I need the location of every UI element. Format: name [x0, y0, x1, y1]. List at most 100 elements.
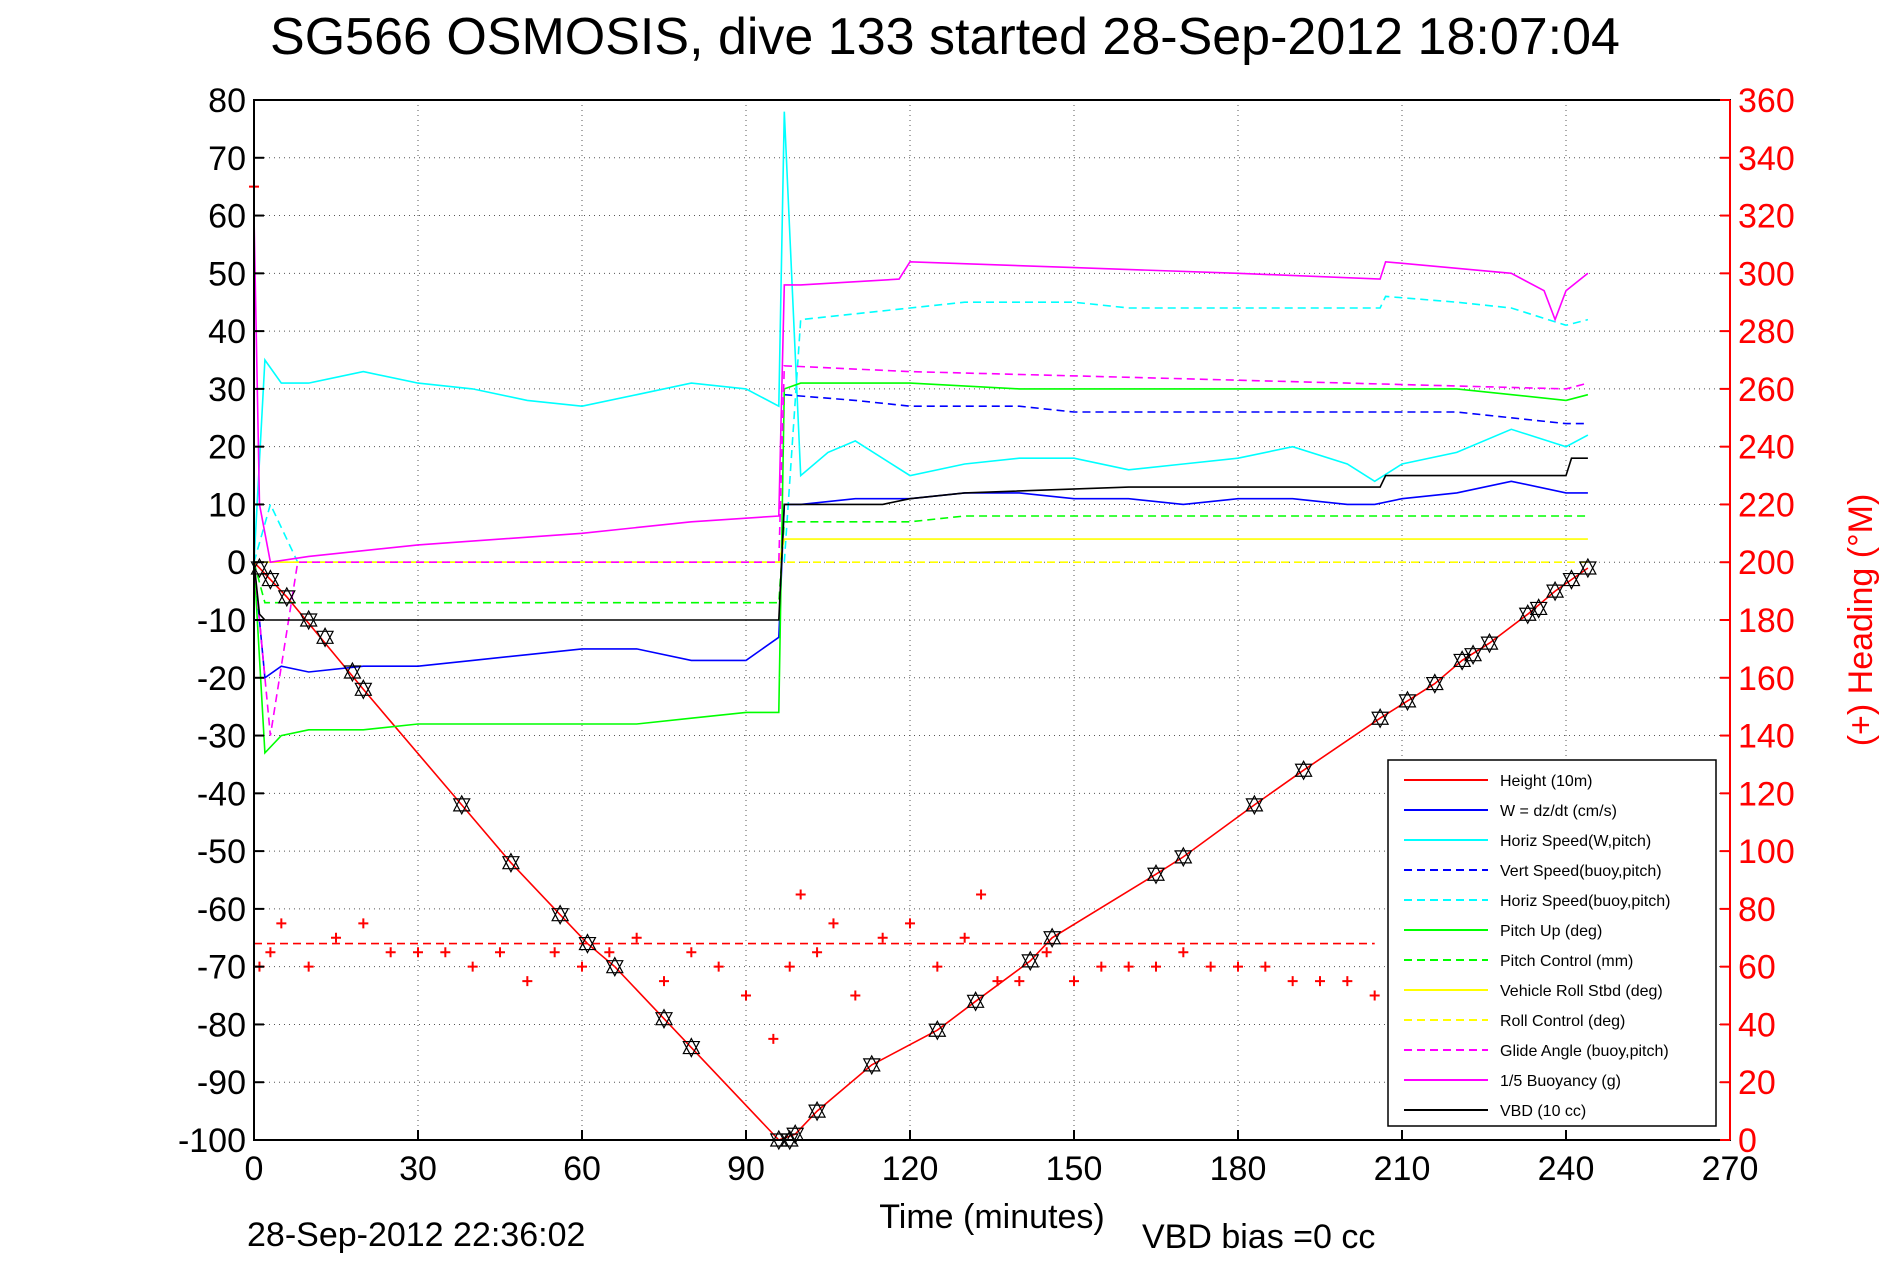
dive-marker	[1464, 644, 1483, 665]
y2-tick-label: 300	[1738, 255, 1795, 293]
y-tick-label: -100	[178, 1122, 246, 1160]
heading-point	[495, 947, 505, 958]
heading-point	[631, 932, 642, 943]
heading-point	[413, 947, 423, 958]
heading-point	[1014, 976, 1025, 987]
legend-entry: Vert Speed(buoy,pitch)	[1500, 863, 1662, 880]
y2-tick-label: 340	[1738, 140, 1795, 178]
dive-marker	[1174, 846, 1193, 868]
heading-point	[522, 976, 533, 987]
y2-tick-label: 320	[1738, 198, 1795, 236]
y-tick-label: 0	[227, 544, 246, 582]
y-tick-label: -70	[197, 949, 246, 987]
dive-marker	[551, 904, 570, 925]
heading-point	[265, 947, 276, 958]
legend-entry: Glide Angle (buoy,pitch)	[1500, 1043, 1669, 1060]
series-vbd-10-cc	[253, 457, 1588, 621]
legend-entry: VBD (10 cc)	[1500, 1103, 1586, 1120]
dive-marker	[769, 1129, 788, 1151]
heading-point	[604, 947, 615, 958]
heading-point	[440, 947, 451, 958]
legend-entry: W = dz/dt (cm/s)	[1500, 803, 1617, 820]
dive-marker	[261, 569, 280, 590]
dive-marker	[655, 1008, 673, 1029]
dive-marker	[1021, 950, 1040, 972]
dive-marker	[299, 609, 318, 631]
heading-point	[1205, 961, 1216, 972]
y2-tick-label: 100	[1738, 833, 1795, 871]
y-tick-label: 60	[208, 198, 246, 236]
heading-point	[1315, 976, 1325, 987]
dive-marker	[277, 586, 296, 608]
y-tick-label: -80	[197, 1006, 246, 1044]
heading-point	[577, 961, 587, 972]
y-tick-label: -60	[197, 891, 246, 929]
heading-point	[1041, 947, 1052, 958]
heading-point	[713, 961, 724, 972]
heading-point	[741, 990, 751, 1001]
y-tick-label: -20	[197, 660, 246, 698]
heading-point	[1260, 961, 1271, 972]
heading-point	[659, 976, 669, 987]
dive-marker	[1245, 794, 1264, 816]
y-tick-label: -40	[197, 775, 246, 813]
heading-point	[828, 918, 839, 929]
y-tick-label: 20	[208, 429, 246, 467]
series-horiz-speed-w-pitch	[253, 111, 1589, 563]
dive-marker	[1398, 690, 1417, 712]
x-tick-label: 30	[399, 1150, 437, 1188]
y2-tick-label: 180	[1738, 602, 1795, 640]
heading-point	[795, 889, 806, 900]
heading-point	[467, 961, 478, 972]
y-tick-label: 30	[208, 371, 246, 409]
y-tick-label: 70	[208, 140, 246, 178]
x-tick-label: 120	[882, 1150, 939, 1188]
dive-marker	[1371, 707, 1390, 729]
x-tick-label: 180	[1210, 1150, 1267, 1188]
heading-point	[1178, 947, 1189, 958]
legend: Height (10m) W = dz/dt (cm/s) Horiz Speed(…	[1387, 759, 1717, 1127]
y2-tick-label: 120	[1738, 775, 1795, 813]
heading-point	[303, 961, 314, 972]
y2-tick-label: 40	[1738, 1006, 1776, 1044]
heading-point	[850, 990, 861, 1001]
dive-marker	[1529, 598, 1548, 619]
y2-tick-label: 220	[1738, 486, 1795, 524]
series-horiz-speed-buoy-pitch	[253, 295, 1589, 564]
x-tick-label: 0	[245, 1150, 264, 1188]
heading-point	[1151, 961, 1161, 972]
legend-entry: Pitch Control (mm)	[1500, 953, 1633, 970]
heading-point	[959, 932, 970, 943]
heading-point	[686, 947, 697, 958]
heading-point	[331, 932, 341, 943]
x-axis: 0 30 60 90 120 150 180 210 240 270	[245, 1130, 1759, 1188]
heading-point	[1369, 990, 1380, 1001]
legend-entry: Pitch Up (deg)	[1500, 923, 1602, 940]
x-tick-label: 270	[1702, 1150, 1759, 1188]
heading-point	[1096, 961, 1107, 972]
dive-marker	[1425, 673, 1444, 694]
heading-point	[276, 918, 287, 929]
y2-tick-label: 280	[1738, 313, 1795, 351]
legend-entry: Vehicle Roll Stbd (deg)	[1500, 983, 1663, 1000]
heading-point	[768, 1033, 779, 1044]
y2-tick-label: 20	[1738, 1064, 1776, 1102]
heading-point	[1233, 961, 1243, 972]
footer-vbd-bias: VBD bias =0 cc	[1142, 1218, 1375, 1256]
y2-tick-label: 0	[1738, 1122, 1757, 1160]
series-pitch-up-deg	[253, 382, 1589, 755]
x-tick-label: 60	[563, 1150, 601, 1188]
heading-point	[812, 947, 823, 958]
x-tick-label: 210	[1374, 1150, 1431, 1188]
series-1-5-buoyancy-g	[253, 215, 1589, 564]
y2-tick-label: 60	[1738, 949, 1776, 987]
y2-tick-label: 200	[1738, 544, 1795, 582]
y2-tick-label: 240	[1738, 429, 1795, 467]
dive-marker	[1043, 927, 1062, 949]
heading-point	[976, 889, 987, 900]
x-tick-label: 150	[1046, 1150, 1103, 1188]
y2-tick-label: 360	[1738, 82, 1795, 120]
heading-point	[1069, 976, 1079, 987]
heading-point	[992, 976, 1003, 987]
